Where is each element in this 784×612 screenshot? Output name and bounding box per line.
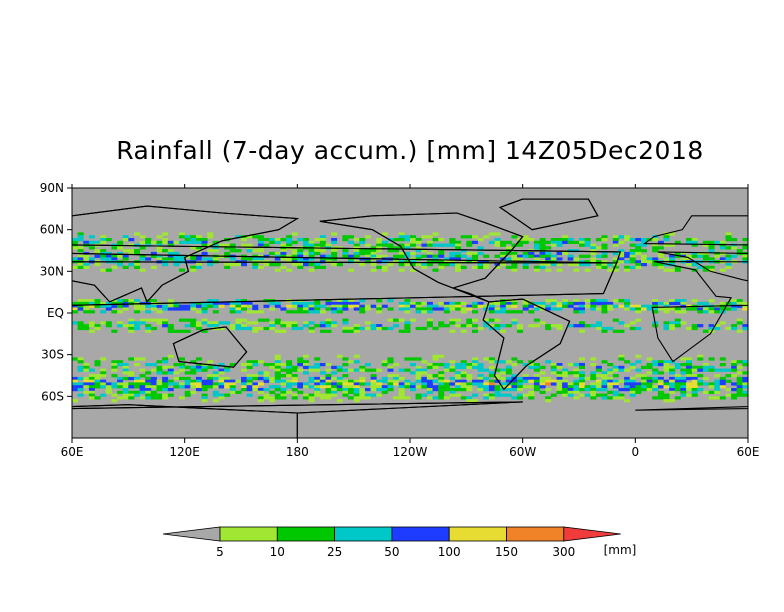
lat-tick-label: 30S bbox=[41, 348, 64, 362]
map-title: Rainfall (7-day accum.) [mm] 14Z05Dec201… bbox=[116, 136, 704, 165]
lon-tick-label: 120W bbox=[393, 445, 428, 459]
colorbar-label: 150 bbox=[495, 545, 518, 559]
colorbar-label: 50 bbox=[384, 545, 399, 559]
colorbar-label: 5 bbox=[216, 545, 224, 559]
colorbar-bin bbox=[219, 526, 278, 542]
colorbar-bin bbox=[448, 526, 507, 542]
lat-tick-label: 90N bbox=[40, 181, 64, 195]
colorbar-label: 300 bbox=[552, 545, 575, 559]
lat-tick-label: 30N bbox=[40, 264, 64, 278]
colorbar-bin bbox=[276, 526, 335, 542]
lon-tick-label: 0 bbox=[632, 445, 640, 459]
colorbar-bin bbox=[506, 526, 565, 542]
colorbar-label: 10 bbox=[270, 545, 285, 559]
lat-tick-label: 60N bbox=[40, 223, 64, 237]
colorbar-unit: [mm] bbox=[604, 543, 637, 557]
lon-tick-label: 120E bbox=[169, 445, 200, 459]
colorbar-label: 100 bbox=[438, 545, 461, 559]
lat-tick-label: EQ bbox=[47, 306, 64, 320]
lon-tick-label: 60E bbox=[61, 445, 84, 459]
colorbar-under-arrow bbox=[162, 526, 221, 542]
colorbar-bin bbox=[391, 526, 450, 542]
lon-tick-label: 60W bbox=[509, 445, 536, 459]
colorbar: 5 10 25 50 100 150 300 [mm] bbox=[162, 526, 637, 559]
lon-tick-label: 60E bbox=[737, 445, 760, 459]
coastlines bbox=[72, 198, 748, 438]
colorbar-label: 25 bbox=[327, 545, 342, 559]
lon-tick-label: 180 bbox=[286, 445, 309, 459]
axis-ticks: 90N60N30NEQ30S60S60E120E180120W60W060E12… bbox=[40, 181, 760, 459]
lat-tick-label: 60S bbox=[41, 389, 64, 403]
colorbar-over-arrow bbox=[563, 526, 621, 542]
colorbar-bin bbox=[334, 526, 393, 542]
